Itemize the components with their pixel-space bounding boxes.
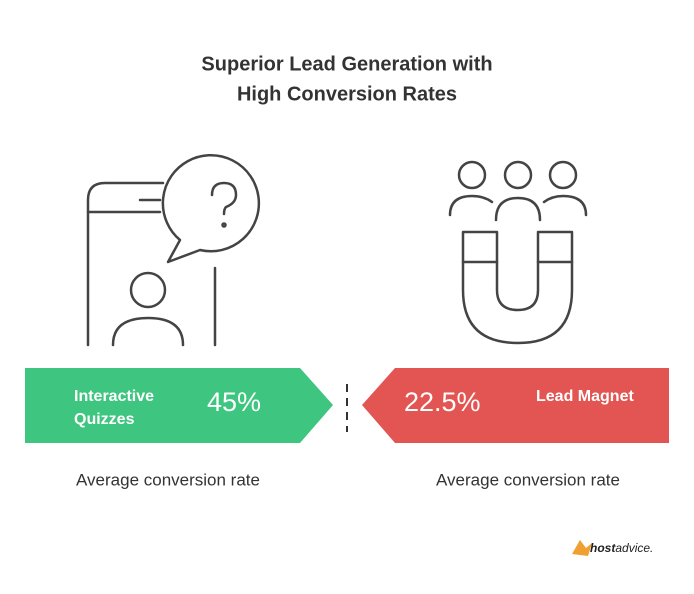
brand-rest: advice. bbox=[615, 541, 653, 555]
magnet-icon bbox=[448, 160, 588, 345]
green-arrow bbox=[25, 368, 333, 443]
caption: Average conversion rate bbox=[76, 470, 260, 489]
brand: hostadvice. bbox=[572, 540, 653, 556]
title-line: Superior Lead Generation with bbox=[201, 53, 492, 75]
title-line: High Conversion Rates bbox=[237, 83, 457, 105]
item-label: Interactive bbox=[74, 388, 154, 405]
brand-bold: host bbox=[590, 541, 616, 555]
item-value: 45% bbox=[207, 387, 261, 417]
item-label: Quizzes bbox=[74, 411, 135, 428]
caption: Average conversion rate bbox=[436, 470, 620, 489]
quiz-icon bbox=[86, 154, 261, 347]
brand-logo bbox=[572, 540, 592, 556]
item-label: Lead Magnet bbox=[536, 388, 634, 405]
brand-text: hostadvice. bbox=[590, 541, 653, 555]
red-arrow bbox=[362, 368, 669, 443]
item-value: 22.5% bbox=[404, 387, 481, 417]
